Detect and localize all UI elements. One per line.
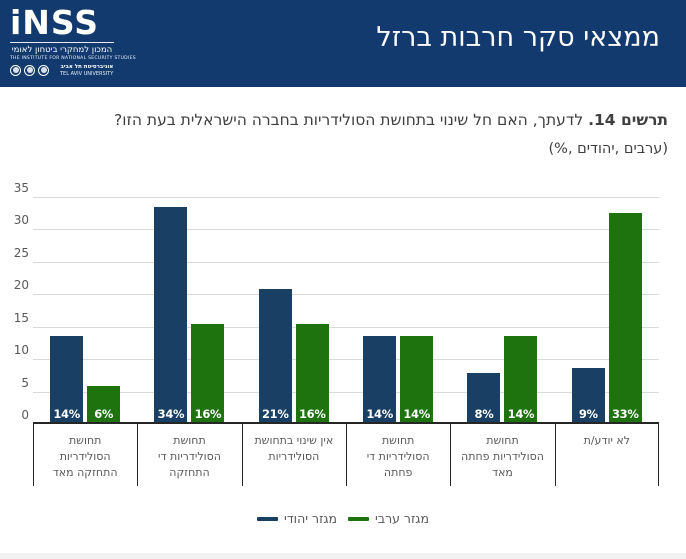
gridline	[33, 197, 659, 198]
bar-group: 9% 33%	[555, 197, 659, 424]
bar-value-label: 14%	[366, 407, 393, 421]
bar-group: 14% 14%	[346, 197, 450, 424]
y-tick-label: 25	[13, 245, 29, 260]
legend-item-arab-sector: מגזר ערבי	[348, 511, 429, 526]
bar-arab-sector: 14%	[400, 335, 434, 424]
category-tick-line	[346, 424, 347, 486]
bar-value-label: 34%	[157, 407, 185, 421]
category-tick-line	[242, 424, 243, 486]
bar-jewish-sector: 8%	[467, 373, 501, 424]
bar-arab-sector: 6%	[87, 386, 121, 424]
category-tick-line	[137, 424, 138, 486]
category-tick-line	[658, 424, 659, 486]
bar-jewish-sector: 14%	[363, 335, 397, 424]
x-category-label: לא יודע/ת	[583, 434, 631, 447]
gridline	[33, 391, 659, 393]
logo-divider	[10, 41, 114, 43]
figure-number-label: תרשים 14.	[588, 111, 668, 129]
gridline	[33, 294, 659, 296]
bar-group: 34% 16%	[137, 197, 241, 424]
bar-arab-sector: 33%	[608, 213, 642, 424]
inss-logo-wordmark: iNSS	[10, 3, 99, 42]
bar-value-label: 6%	[94, 407, 114, 421]
bottom-strip	[0, 553, 686, 559]
bar-value-label: 8%	[474, 407, 494, 421]
x-category-label: תחושת הסולידריות די התחזקה	[158, 434, 221, 479]
y-tick-label: 0	[21, 408, 29, 422]
logo-circle-icon	[38, 64, 49, 76]
legend-dash-icon	[348, 516, 370, 521]
bar-group: 14% 6%	[33, 197, 137, 424]
x-category-label: אין שינוי בתחושת הסולידריות	[254, 434, 334, 463]
plot-area: 14% 6% 34% 16% 21% 16% 14% 14% 8% 14% 9% 33%	[33, 197, 659, 424]
bar-group: 21% 16%	[242, 197, 346, 424]
y-tick-label: 20	[13, 278, 29, 293]
bar-value-label: 16%	[194, 407, 222, 421]
bar-value-label: 33%	[611, 407, 639, 421]
bar-jewish-sector: 14%	[50, 335, 84, 424]
logo-icon-row: אוניברסיטת תל אביב TEL AVIV UNIVERSITY	[10, 64, 120, 77]
legend-dash-icon	[257, 516, 279, 521]
tel-aviv-university-mark: אוניברסיטת תל אביב TEL AVIV UNIVERSITY	[60, 64, 113, 77]
bar-value-label: 14%	[507, 407, 535, 421]
bar-arab-sector: 16%	[295, 324, 329, 424]
gridline	[33, 261, 659, 263]
chart-legend: מגזר יהודי מגזר ערבי	[0, 511, 686, 526]
y-tick-label: 15	[13, 310, 29, 325]
legend-item-jewish-sector: מגזר יהודי	[257, 511, 337, 526]
tau-hebrew-label: אוניברסיטת תל אביב	[60, 63, 114, 70]
tau-english-label: TEL AVIV UNIVERSITY	[60, 70, 114, 77]
bar-value-label: 9%	[578, 407, 598, 421]
bar-jewish-sector: 21%	[258, 289, 292, 424]
category-tick-line	[555, 424, 556, 486]
logo-tagline-hebrew: המכון למחקרי ביטחון לאומי	[11, 44, 113, 55]
bar-arab-sector: 14%	[504, 335, 538, 424]
y-tick-label: 30	[13, 213, 29, 228]
y-axis: 0 5 10 15 20 25 30 35	[0, 181, 29, 424]
y-tick-label: 35	[13, 181, 29, 195]
bar-value-label: 14%	[403, 407, 430, 421]
page-title: ממצאי סקר חרבות ברזל	[376, 22, 660, 53]
x-category-label: תחושת הסולידריות התחזקה מאד	[52, 434, 118, 479]
category-tick-line	[450, 424, 451, 486]
bar-value-label: 21%	[261, 407, 289, 421]
bar-jewish-sector: 34%	[154, 206, 188, 424]
x-axis-line	[33, 422, 659, 424]
legend-label: מגזר יהודי	[284, 511, 338, 526]
bar-jewish-sector: 9%	[571, 367, 605, 424]
inss-logo: iNSS המכון למחקרי ביטחון לאומי THE INSTI…	[10, 3, 136, 77]
figure-question-text: לדעתך, האם חל שינוי בתחושת הסולידריות בח…	[114, 111, 584, 129]
figure-unit-note: (ערבים ,יהודים ,%)	[548, 140, 668, 157]
x-axis: תחושת הסולידריות התחזקה מאד תחושת הסולידר…	[33, 422, 659, 496]
gridline	[33, 229, 659, 231]
bar-value-label: 14%	[53, 407, 80, 421]
legend-label: מגזר ערבי	[375, 511, 429, 526]
bar-arab-sector: 16%	[191, 324, 225, 424]
x-category-label: תחושת הסולידריות פחתה מאד	[461, 434, 544, 479]
header-banner: iNSS המכון למחקרי ביטחון לאומי THE INSTI…	[0, 0, 686, 87]
logo-circle-icon	[10, 64, 21, 76]
x-category-label: תחושת הסולידריות די פחתה	[366, 434, 430, 479]
y-tick-label: 10	[13, 343, 29, 358]
bar-value-label: 16%	[298, 407, 326, 421]
category-tick-line	[33, 424, 34, 486]
figure-question: תרשים 14. לדעתך, האם חל שינוי בתחושת הסו…	[6, 110, 668, 132]
gridline	[33, 326, 659, 328]
figure-caption: תרשים 14. לדעתך, האם חל שינוי בתחושת הסו…	[6, 110, 668, 157]
bar-group: 8% 14%	[450, 197, 554, 424]
logo-circle-icon	[24, 64, 35, 76]
gridline	[33, 359, 659, 361]
y-tick-label: 5	[21, 375, 29, 390]
logo-tagline-english: THE INSTITUTE FOR NATIONAL SECURITY STUD…	[10, 55, 136, 61]
